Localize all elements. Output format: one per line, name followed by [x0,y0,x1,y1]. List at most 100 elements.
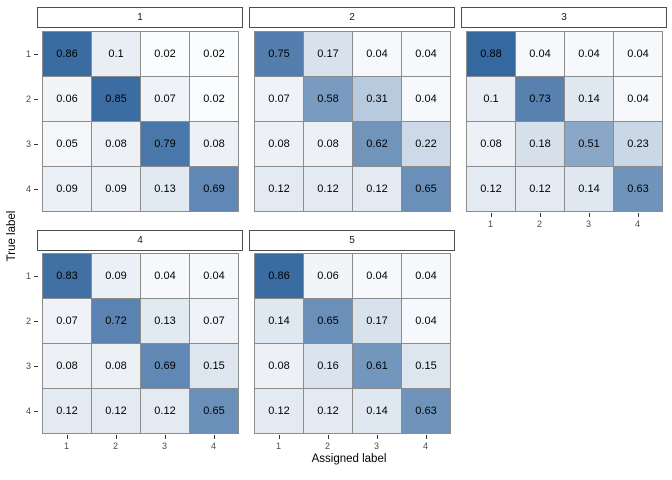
heatmap-cell: 0.04 [402,77,451,122]
y-tick-label: 4 [25,183,31,194]
heatmap-cell: 0.58 [304,77,353,122]
x-tick-mark [278,435,280,439]
heatmap-cell: 0.69 [141,344,190,389]
heatmap-cell: 0.14 [565,167,614,212]
x-tick-mark [588,213,590,217]
x-tick-mark [66,435,68,439]
heatmap-panel: 0.86 0.1 0.02 0.02 0.06 0.85 0.07 0.02 0.05 0.08 0… [42,31,239,212]
heatmap-cell: 0.65 [402,167,451,212]
x-tick-label: 1 [63,441,69,451]
heatmap-cell: 0.12 [43,389,92,434]
heatmap-cell: 0.75 [255,32,304,77]
heatmap-cell: 0.08 [255,344,304,389]
heatmap-cell: 0.08 [92,122,141,167]
heatmap-cell: 0.04 [402,299,451,344]
x-tick-label: 2 [112,441,118,451]
facet-strip: 5 [249,230,455,251]
heatmap-cell: 0.04 [141,254,190,299]
heatmap-cell: 0.88 [467,32,516,77]
heatmap-cell: 0.02 [190,77,239,122]
y-tick-mark [34,320,38,322]
heatmap-cell: 0.86 [255,254,304,299]
heatmap-cell: 0.17 [304,32,353,77]
y-tick-mark [34,53,38,55]
heatmap-cell: 0.09 [43,167,92,212]
heatmap-cell: 0.15 [402,344,451,389]
heatmap-cell: 0.69 [190,167,239,212]
x-tick-mark [490,213,492,217]
heatmap-cell: 0.06 [43,77,92,122]
heatmap-cell: 0.08 [92,344,141,389]
y-tick-mark [34,98,38,100]
x-tick-label: 4 [210,441,216,451]
y-tick-label: 1 [25,270,31,281]
heatmap-cell: 0.51 [565,122,614,167]
y-axis-title: True label [6,210,18,262]
heatmap-cell: 0.22 [402,122,451,167]
heatmap-cell: 0.14 [353,389,402,434]
x-tick-label: 3 [373,441,379,451]
heatmap-cell: 0.79 [141,122,190,167]
heatmap-cell: 0.23 [614,122,663,167]
heatmap-cell: 0.07 [190,299,239,344]
x-tick-label: 3 [585,219,591,229]
heatmap-cell: 0.18 [516,122,565,167]
heatmap-cell: 0.02 [141,32,190,77]
y-tick-label: 4 [25,405,31,416]
heatmap-cell: 0.12 [255,167,304,212]
heatmap-cell: 0.31 [353,77,402,122]
heatmap-cell: 0.65 [304,299,353,344]
heatmap-cell: 0.08 [190,122,239,167]
heatmap-cell: 0.07 [43,299,92,344]
heatmap-cell: 0.12 [141,389,190,434]
heatmap-cell: 0.85 [92,77,141,122]
heatmap-cell: 0.14 [565,77,614,122]
y-tick-mark [34,143,38,145]
x-tick-mark [539,213,541,217]
heatmap-cell: 0.12 [304,167,353,212]
heatmap-cell: 0.73 [516,77,565,122]
y-tick-label: 2 [25,93,31,104]
heatmap-cell: 0.12 [255,389,304,434]
heatmap-cell: 0.12 [92,389,141,434]
y-tick-label: 1 [25,48,31,59]
heatmap-cell: 0.07 [255,77,304,122]
heatmap-cell: 0.12 [516,167,565,212]
heatmap-cell: 0.08 [43,344,92,389]
heatmap-cell: 0.04 [353,254,402,299]
heatmap-cell: 0.04 [614,32,663,77]
x-tick-label: 1 [487,219,493,229]
x-tick-mark [425,435,427,439]
heatmap-cell: 0.04 [565,32,614,77]
heatmap-panel: 0.86 0.06 0.04 0.04 0.14 0.65 0.17 0.04 0.08 0.16… [254,253,451,434]
y-tick-label: 3 [25,360,31,371]
facet-strip: 3 [461,7,667,28]
heatmap-cell: 0.63 [614,167,663,212]
heatmap-cell: 0.08 [255,122,304,167]
x-tick-mark [327,435,329,439]
x-tick-mark [115,435,117,439]
heatmap-panel: 0.83 0.09 0.04 0.04 0.07 0.72 0.13 0.07 0.08 0.08… [42,253,239,434]
heatmap-cell: 0.15 [190,344,239,389]
heatmap-cell: 0.08 [467,122,516,167]
heatmap-cell: 0.12 [353,167,402,212]
heatmap-cell: 0.04 [402,254,451,299]
heatmap-cell: 0.16 [304,344,353,389]
facet-strip: 1 [37,7,243,28]
x-tick-mark [637,213,639,217]
x-axis-title: Assigned label [311,453,387,465]
heatmap-cell: 0.04 [190,254,239,299]
heatmap-cell: 0.63 [402,389,451,434]
y-tick-mark [34,188,38,190]
x-tick-label: 2 [536,219,542,229]
heatmap-cell: 0.04 [353,32,402,77]
heatmap-cell: 0.02 [190,32,239,77]
heatmap-cell: 0.17 [353,299,402,344]
heatmap-cell: 0.09 [92,167,141,212]
heatmap-cell: 0.13 [141,299,190,344]
x-tick-mark [376,435,378,439]
x-tick-label: 3 [161,441,167,451]
y-tick-label: 3 [25,138,31,149]
x-tick-label: 4 [634,219,640,229]
